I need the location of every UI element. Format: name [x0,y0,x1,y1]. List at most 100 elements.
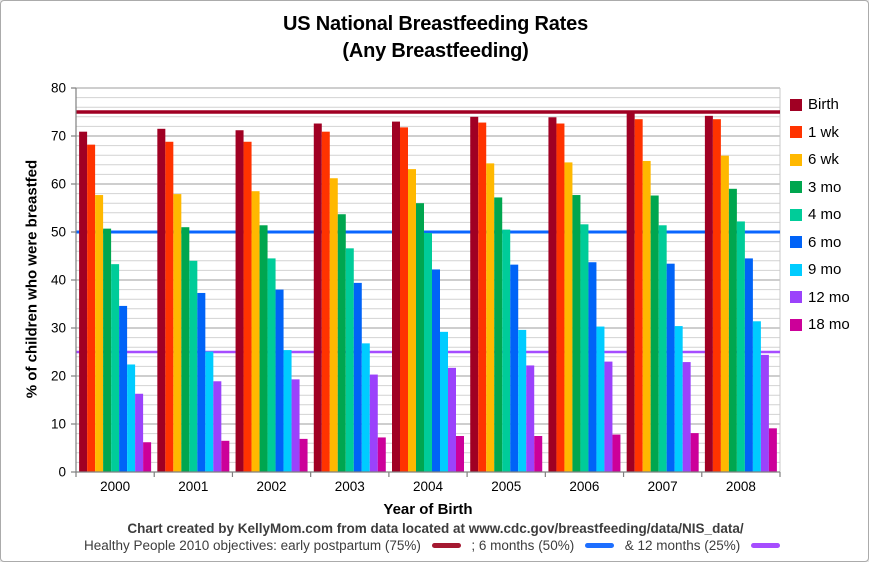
bar-2008-12mo [760,354,769,472]
bar-2000-12mo [135,393,144,472]
objective-dash-icon [431,542,461,548]
bar-group-2005 [470,116,543,473]
bar-2003-1wk [321,131,330,472]
chart-title-block: US National Breastfeeding Rates (Any Bre… [1,11,868,65]
bar-2007-4mo [658,225,667,472]
x-category-label: 2002 [257,479,287,494]
bar-2002-18mo [299,438,308,472]
bar-2004-3mo [416,203,424,472]
objective-dash-icon [751,542,781,548]
bar-group-2001 [157,128,230,473]
bar-2001-Birth [157,128,166,473]
bar-2007-12mo [682,362,691,472]
bar-2003-6wk [329,178,338,473]
legend-swatch-icon [790,291,802,304]
y-tick-label: 60 [51,177,66,192]
bar-2000-4mo [111,264,120,472]
legend-swatch-icon [790,318,802,331]
bar-2006-1wk [556,123,565,473]
bar-group-2004 [392,121,464,473]
bar-2004-9mo [440,331,448,472]
bar-2006-6mo [588,262,597,472]
bar-group-2008 [704,115,777,473]
bar-2002-12mo [291,379,300,472]
bar-2002-4mo [267,258,276,472]
bar-2008-1wk [712,119,721,472]
y-tick-label: 70 [51,129,66,144]
objectives-caption-segment: Healthy People 2010 objectives: early po… [84,538,468,553]
bar-2005-18mo [534,436,543,472]
bar-2002-Birth [235,130,244,473]
y-tick-label: 20 [51,369,66,384]
bar-group-2000 [79,131,152,473]
bar-2004-18mo [456,436,464,472]
bar-2006-4mo [580,224,589,472]
legend-label: Birth [808,96,839,114]
x-category-label: 2001 [178,479,208,494]
legend-item-6wk: 6 wk [790,146,868,174]
legend-label: 9 mo [808,261,842,279]
chart-subtitle: (Any Breastfeeding) [342,40,529,62]
bar-2002-9mo [283,350,292,472]
bar-2006-6wk [564,162,573,472]
objectives-caption-text: & 12 months (25%) [624,538,745,553]
bar-2000-Birth [79,131,88,472]
bar-2007-Birth [626,112,635,472]
bar-2003-4mo [345,248,354,472]
legend-label: 18 mo [808,316,850,334]
y-tick-label: 80 [51,81,66,96]
legend-swatch-icon [790,208,802,221]
x-category-label: 2003 [335,479,365,494]
legend-swatch-icon [790,236,802,249]
bar-2004-Birth [392,121,400,472]
legend-swatch-icon [790,126,802,139]
bar-2008-6mo [744,258,753,472]
bar-group-2002 [235,130,308,473]
objectives-caption-segment: ; 6 months (50%) [471,538,621,553]
bar-group-2003 [313,123,386,473]
y-tick-label: 40 [51,273,66,288]
y-tick-label: 0 [58,465,66,480]
bar-2001-1wk [165,141,174,472]
bar-2007-3mo [650,195,659,472]
bar-2004-6wk [408,169,416,472]
bar-2008-3mo [728,188,737,473]
x-axis-title: Year of Birth [383,501,473,518]
x-category-label: 2006 [569,479,599,494]
legend-swatch-icon [790,263,802,276]
legend-label: 12 mo [808,288,850,306]
legend-label: 6 mo [808,233,842,251]
legend-item-18mo: 18 mo [790,311,868,339]
bar-2000-9mo [127,364,136,472]
bar-group-2007 [626,112,699,472]
bar-2007-1wk [634,119,643,472]
bar-2003-18mo [377,437,386,472]
x-category-label: 2000 [100,479,130,494]
legend-label: 1 wk [808,123,839,141]
bar-2004-4mo [424,232,432,472]
bar-2004-12mo [448,367,456,472]
bar-2001-4mo [189,260,198,472]
bar-2008-6wk [720,155,729,472]
legend-label: 4 mo [808,206,842,224]
bar-2003-6mo [353,282,362,472]
bar-2006-12mo [604,361,613,472]
legend-label: 6 wk [808,151,839,169]
y-tick-label: 10 [51,417,66,432]
bar-2008-9mo [752,321,761,472]
bar-2000-1wk [87,144,96,472]
x-category-label: 2004 [413,479,444,494]
legend-label: 3 mo [808,178,842,196]
bar-2008-4mo [736,221,745,472]
objectives-caption: Healthy People 2010 objectives: early po… [1,538,868,553]
bar-2007-18mo [690,433,699,472]
bar-2007-9mo [674,326,683,472]
legend-item-3mo: 3 mo [790,174,868,202]
bar-2008-Birth [704,115,713,472]
bar-2005-6wk [486,163,495,473]
bar-2007-6wk [642,160,651,472]
bar-2005-12mo [526,365,535,472]
credit-caption: Chart created by KellyMom.com from data … [127,521,744,536]
